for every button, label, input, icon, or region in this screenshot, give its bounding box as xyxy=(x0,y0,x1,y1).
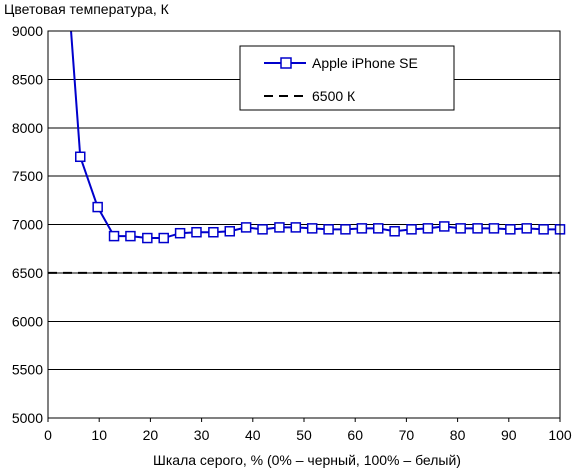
y-tick-label: 6500 xyxy=(12,265,43,281)
data-point xyxy=(224,226,236,237)
x-tick-label: 90 xyxy=(501,427,517,443)
data-point xyxy=(158,232,169,244)
data-point xyxy=(521,223,532,234)
x-tick-label: 10 xyxy=(91,427,107,443)
x-tick-label: 60 xyxy=(347,427,363,443)
data-point xyxy=(406,224,417,235)
y-tick-label: 9000 xyxy=(12,23,43,39)
data-point xyxy=(191,226,202,238)
y-tick-label: 6000 xyxy=(12,313,43,329)
legend-series-1-label: Apple iPhone SE xyxy=(312,55,418,71)
data-point xyxy=(356,223,368,234)
data-point xyxy=(75,151,86,163)
data-point xyxy=(208,226,219,238)
data-point xyxy=(257,224,268,235)
data-point xyxy=(439,221,450,232)
data-point xyxy=(538,224,549,235)
y-tick-label: 8000 xyxy=(12,120,43,136)
x-tick-label: 40 xyxy=(245,427,261,443)
data-point xyxy=(323,224,334,235)
legend-box xyxy=(239,45,455,111)
legend: Apple iPhone SE 6500 К xyxy=(239,45,455,111)
data-point xyxy=(505,224,516,235)
data-point xyxy=(488,223,500,234)
y-tick-labels: 5000 5500 6000 6500 7000 7500 8000 8500 9000 xyxy=(12,23,43,426)
y-tick-label: 8500 xyxy=(12,71,43,87)
x-tick-label: 70 xyxy=(399,427,415,443)
x-tick-label: 50 xyxy=(296,427,312,443)
data-point xyxy=(290,222,302,233)
data-point xyxy=(306,223,318,234)
x-tick-label: 80 xyxy=(450,427,466,443)
y-tick-label: 7000 xyxy=(12,217,43,233)
y-tick-label: 7500 xyxy=(12,168,43,184)
data-point xyxy=(108,230,120,242)
data-point xyxy=(125,230,136,242)
x-tick-label: 100 xyxy=(548,427,572,443)
legend-series-2-label: 6500 К xyxy=(312,88,356,104)
legend-series-1-marker xyxy=(280,57,292,69)
x-tick-label: 20 xyxy=(143,427,159,443)
data-point xyxy=(372,223,384,234)
plot-frame xyxy=(47,30,561,419)
data-point xyxy=(174,227,186,239)
data-point xyxy=(240,222,252,233)
x-axis-label: Шкала серого, % (0% – черный, 100% – бел… xyxy=(153,452,461,468)
chart-title: Цветовая температура, К xyxy=(4,1,170,17)
y-tick-label: 5500 xyxy=(12,362,43,378)
data-point xyxy=(422,223,434,234)
data-point xyxy=(274,222,285,233)
x-tick-label: 0 xyxy=(44,427,52,443)
data-point xyxy=(455,223,466,234)
y-tick-label: 5000 xyxy=(12,410,43,426)
data-point xyxy=(142,232,153,244)
x-tick-labels: 0 10 20 30 40 50 60 70 80 90 100 xyxy=(44,418,572,443)
data-point xyxy=(92,201,103,213)
data-point xyxy=(340,224,351,235)
x-tick-label: 30 xyxy=(194,427,210,443)
data-point xyxy=(472,223,483,234)
data-point xyxy=(389,226,400,237)
